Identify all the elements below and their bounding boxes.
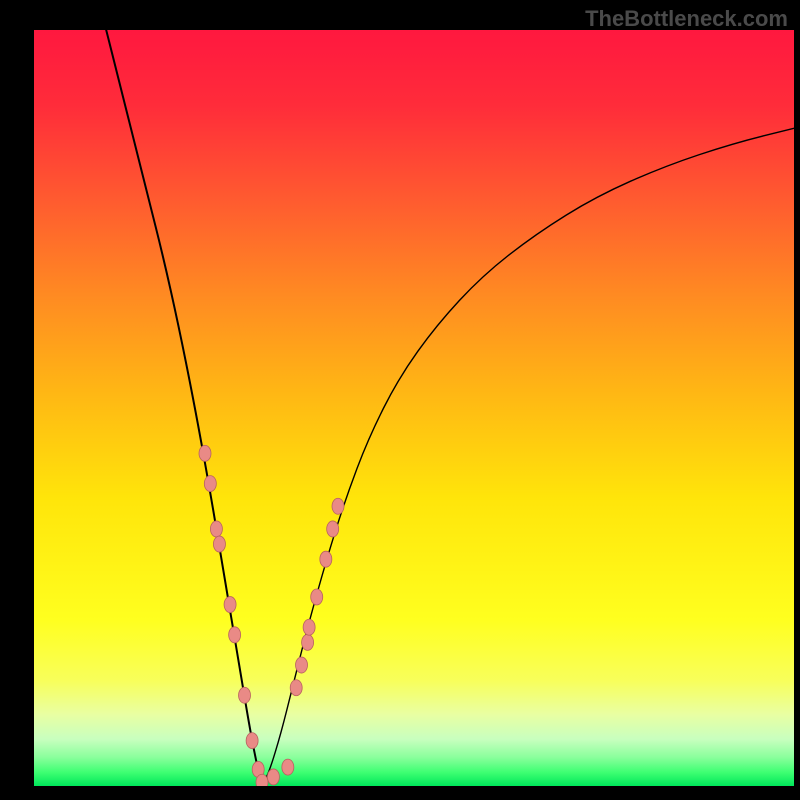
data-marker [229,627,241,643]
data-marker [327,521,339,537]
data-marker [239,687,251,703]
gradient-background [34,30,794,786]
data-marker [332,498,344,514]
data-marker [296,657,308,673]
data-marker [303,619,315,635]
data-marker [213,536,225,552]
plot-area [34,30,794,786]
data-marker [199,445,211,461]
data-marker [246,733,258,749]
data-marker [204,476,216,492]
data-marker [256,774,268,786]
data-marker [320,551,332,567]
plot-svg [34,30,794,786]
watermark-text: TheBottleneck.com [585,6,788,32]
data-marker [282,759,294,775]
data-marker [302,634,314,650]
data-marker [210,521,222,537]
data-marker [290,680,302,696]
chart-container: TheBottleneck.com [0,0,800,800]
data-marker [311,589,323,605]
data-marker [224,597,236,613]
data-marker [267,769,279,785]
